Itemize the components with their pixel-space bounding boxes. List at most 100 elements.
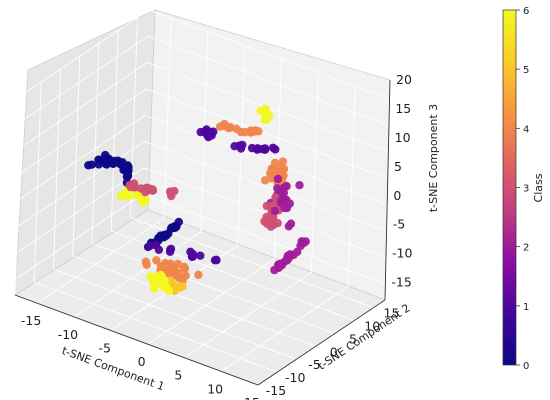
x-tick-label: -5 bbox=[98, 340, 110, 355]
grid-line-z bbox=[17, 141, 388, 233]
scatter-point bbox=[165, 269, 174, 278]
scatter-point bbox=[179, 262, 189, 272]
scatter-point bbox=[138, 198, 148, 207]
x-tick-label: -15 bbox=[21, 313, 41, 328]
grid-line-y bbox=[33, 82, 278, 373]
scatter-point bbox=[160, 262, 169, 272]
scatter-point bbox=[260, 145, 270, 154]
grid-line-y bbox=[110, 30, 355, 322]
grid-line-z bbox=[21, 9, 393, 101]
scatter-point bbox=[175, 283, 185, 292]
colorbar-label: Class bbox=[532, 173, 545, 202]
x-tick-label: -10 bbox=[58, 327, 78, 342]
grid-line-z bbox=[18, 114, 389, 206]
scatter-points bbox=[84, 104, 310, 296]
scatter-point bbox=[279, 188, 289, 197]
scatter-point bbox=[131, 190, 140, 200]
scatter-point bbox=[266, 222, 275, 231]
grid-line-y bbox=[72, 56, 316, 347]
x-axis-label: t-SNE Component 1 bbox=[60, 344, 166, 393]
colorbar-tick-label: 0 bbox=[523, 361, 529, 372]
scatter-point bbox=[261, 176, 270, 185]
y-tick-label: -15 bbox=[266, 383, 286, 398]
scatter-point bbox=[159, 282, 168, 291]
z-tick-label: 20 bbox=[396, 72, 412, 87]
y-tick-label: 0 bbox=[330, 344, 338, 359]
x-tick-label: 5 bbox=[174, 368, 182, 383]
grid-line-x bbox=[220, 86, 356, 372]
scatter-point bbox=[271, 145, 280, 154]
grid-line-y bbox=[53, 69, 297, 360]
scatter-point bbox=[152, 256, 161, 265]
scatter-point bbox=[141, 188, 150, 197]
scatter-point bbox=[122, 172, 132, 181]
scatter-point bbox=[270, 265, 279, 275]
x-tick-label: 0 bbox=[138, 354, 146, 369]
scatter-point bbox=[146, 272, 155, 281]
z-tick-label: -5 bbox=[393, 217, 405, 232]
grid-line-z bbox=[20, 35, 392, 127]
y-tick-label: -10 bbox=[285, 370, 305, 385]
scatter-point bbox=[236, 144, 246, 153]
grid-line-z bbox=[19, 62, 391, 154]
colorbar-tick-label: 6 bbox=[523, 6, 529, 17]
grid-line-x bbox=[110, 45, 246, 331]
scatter-point bbox=[262, 115, 271, 125]
y-tick-label: 10 bbox=[364, 319, 380, 334]
z-tick-label: -10 bbox=[392, 246, 412, 261]
scatter-point bbox=[154, 245, 164, 254]
colorbar-tick-label: 1 bbox=[523, 302, 529, 313]
scatter-point bbox=[280, 203, 289, 213]
scatter-point bbox=[84, 161, 93, 170]
x-tick-labels: -15 -10 -5 0 5 10 15 bbox=[21, 313, 260, 400]
scatter-point bbox=[177, 273, 187, 282]
scatter-point bbox=[122, 190, 131, 199]
y-tick-label: 5 bbox=[349, 331, 357, 346]
x-tick-label: 15 bbox=[244, 395, 260, 400]
scatter-point bbox=[165, 247, 175, 256]
z-tick-label: 10 bbox=[395, 130, 411, 145]
colorbar-tick-label: 3 bbox=[523, 184, 529, 195]
colorbar-tick-label: 5 bbox=[523, 65, 529, 76]
scatter-point bbox=[236, 127, 246, 137]
scatter-point bbox=[298, 237, 307, 246]
axis-lines bbox=[14, 79, 391, 386]
colorbar-tick-labels: 0 1 2 3 4 5 6 bbox=[516, 6, 529, 372]
colorbar bbox=[502, 9, 517, 366]
scatter-point bbox=[247, 143, 257, 153]
x-tick-label: 10 bbox=[207, 381, 223, 396]
z-tick-labels: -15 -10 -5 0 5 10 15 20 bbox=[391, 72, 412, 290]
scatter-point bbox=[230, 142, 239, 151]
scatter-point bbox=[151, 279, 160, 288]
grid-line-z bbox=[16, 167, 387, 259]
scatter-point bbox=[196, 251, 205, 260]
scatter-point bbox=[284, 222, 293, 231]
scatter-point bbox=[276, 196, 286, 205]
z-tick-label: 0 bbox=[393, 188, 401, 203]
scatter-point bbox=[168, 223, 177, 232]
scatter-point bbox=[295, 181, 304, 190]
y-tick-labels: -15-10-5 05 10 15 bbox=[266, 306, 400, 398]
grid-line-z bbox=[18, 88, 390, 180]
y-tick-label: -5 bbox=[308, 357, 320, 372]
grid-line-y bbox=[91, 43, 336, 334]
y-tick-label: 15 bbox=[384, 306, 400, 321]
colorbar-tick-label: 2 bbox=[523, 243, 529, 254]
scatter-point bbox=[145, 241, 154, 251]
grid-line-y bbox=[129, 17, 374, 309]
scatter-point bbox=[282, 182, 291, 191]
z-tick-label: 5 bbox=[394, 159, 402, 174]
scatter-point bbox=[166, 189, 176, 198]
scatter-point bbox=[220, 121, 229, 131]
scatter-point bbox=[276, 162, 285, 171]
grid-line-x bbox=[36, 18, 172, 304]
colorbar-tick-label: 4 bbox=[523, 124, 529, 135]
scatter-point bbox=[246, 126, 255, 135]
scatter-point bbox=[141, 257, 150, 266]
scatter-point bbox=[194, 270, 203, 279]
z-axis-label: t-SNE Component 3 bbox=[427, 104, 440, 212]
scatter-point bbox=[273, 174, 283, 184]
scatter-point bbox=[196, 127, 205, 137]
grid-line-x bbox=[184, 72, 319, 359]
scatter-point bbox=[270, 206, 280, 216]
